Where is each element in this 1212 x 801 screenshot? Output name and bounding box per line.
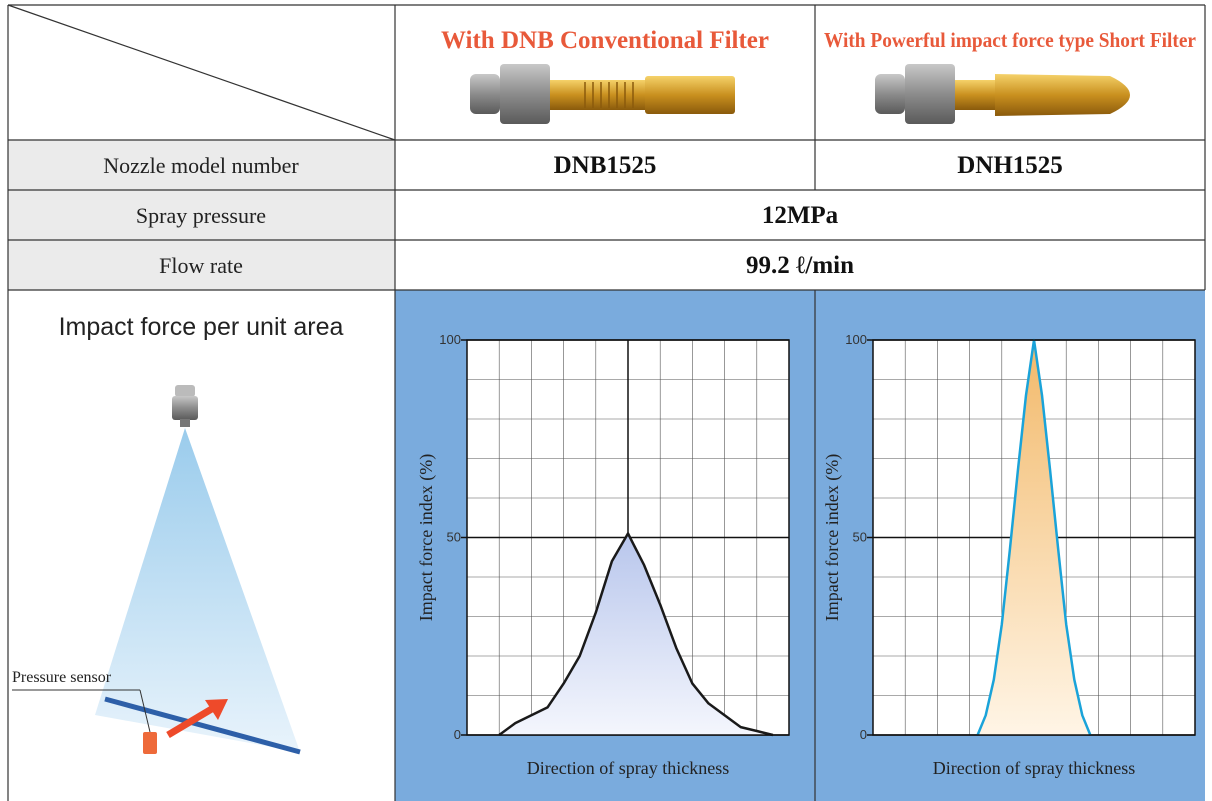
y-axis-label: Impact force index (%) [822, 454, 843, 621]
row-label: Spray pressure [136, 203, 266, 228]
y-axis-label: Impact force index (%) [416, 454, 437, 621]
plot-frame [872, 339, 1196, 736]
plot-frame [466, 339, 790, 736]
cell-value: 12MPa [762, 202, 839, 229]
nozzle-image [470, 64, 735, 124]
cell-value: DNH1525 [957, 152, 1063, 179]
line [498, 532, 774, 737]
area [977, 340, 1091, 735]
y-tick-label: 0 [454, 727, 461, 742]
impact-label: Impact force per unit area [59, 313, 344, 341]
sensor-label: Pressure sensor [12, 669, 112, 686]
cell-value: 99.2 ℓ/min [746, 252, 854, 279]
row-label: Flow rate [159, 253, 243, 278]
y-tick-label: 0 [860, 727, 867, 742]
y-tick-label: 100 [845, 332, 867, 347]
y-tick-label: 50 [853, 530, 867, 545]
table-lines [7, 4, 1206, 801]
label-bg [8, 140, 395, 290]
x-axis-label: Direction of spray thickness [933, 758, 1135, 778]
x-axis-label: Direction of spray thickness [527, 758, 729, 778]
spray-illustration [12, 385, 301, 755]
nozzle-image [875, 64, 1130, 124]
row-label: Nozzle model number [103, 153, 299, 178]
y-tick-label: 50 [447, 530, 461, 545]
cell-value: DNB1525 [554, 152, 657, 179]
header-cell: With DNB Conventional Filter [441, 27, 769, 54]
area [499, 533, 773, 735]
y-tick-label: 100 [439, 332, 461, 347]
header-cell: With Powerful impact force type Short Fi… [824, 28, 1196, 52]
